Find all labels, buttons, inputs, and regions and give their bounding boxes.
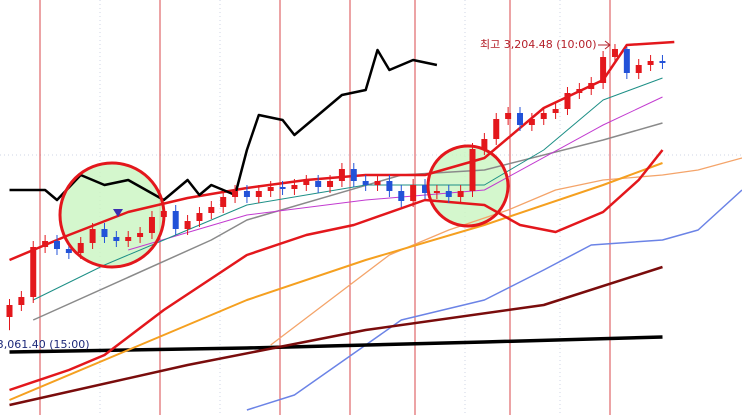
candle-body [386,181,393,191]
candle-body [505,113,512,119]
candle-body [362,181,369,185]
candle-body [576,89,583,93]
candle-body [220,197,227,207]
candle-body [481,139,488,149]
candle-body [89,229,96,243]
highlight-fill [60,163,164,267]
plot-area [6,40,742,411]
highlight-circle [58,161,166,269]
low-label: 최저 3,061.40 (15:00) [0,338,90,351]
candle-body [410,185,417,201]
candle-body [433,191,440,193]
candle-body [611,49,618,57]
candle-body [232,191,239,197]
high-label: 최고 3,204.48 (10:00) [480,38,597,51]
candle-body [398,191,405,201]
candle-body [552,109,559,113]
candle-body [255,191,262,197]
candle-body [53,241,60,249]
candle-body [564,93,571,109]
candle-body [623,49,630,73]
indicator-line [9,162,663,401]
candle-body [588,83,595,89]
candle-body [30,247,37,297]
candle-body [422,185,429,193]
candle-body [291,185,298,189]
indicator-line [9,48,438,202]
candle-body [469,149,476,191]
candle-body [493,119,500,139]
candle-body [350,169,357,181]
candle-body [647,61,654,65]
candle-body [184,221,191,229]
candle-body [374,181,381,185]
candle-body [18,297,25,305]
candle-body [148,217,155,233]
candle-body [635,65,642,73]
highlight-circle [426,144,510,228]
candle-body [42,241,49,247]
candle-body [6,305,13,317]
candle-body [137,233,144,237]
candle-body [279,187,286,189]
indicator-line [246,189,742,411]
candle-body [243,191,250,197]
indicator-line [270,157,742,346]
candle-body [445,191,452,197]
candle-body [540,113,547,119]
candle-body [659,61,666,63]
candle-body [172,211,179,229]
candle-body [338,169,345,181]
candle-body [77,243,84,253]
candle-body [457,191,464,197]
candle-body [125,237,132,241]
candle-body [327,181,334,187]
candle-body [101,229,108,237]
candle-body [208,207,215,213]
candle-body [528,119,535,125]
signal-arrow [113,209,123,217]
high-arrow [598,40,611,50]
indicator-line [9,265,663,407]
candle-body [113,237,120,241]
candle-body [315,181,322,187]
candle-body [267,187,274,191]
indicator-line [9,149,664,392]
candle-body [516,113,523,125]
candle-body [600,57,607,83]
candle-body [65,249,72,253]
candle-body [303,181,310,185]
candle-body [196,213,203,221]
